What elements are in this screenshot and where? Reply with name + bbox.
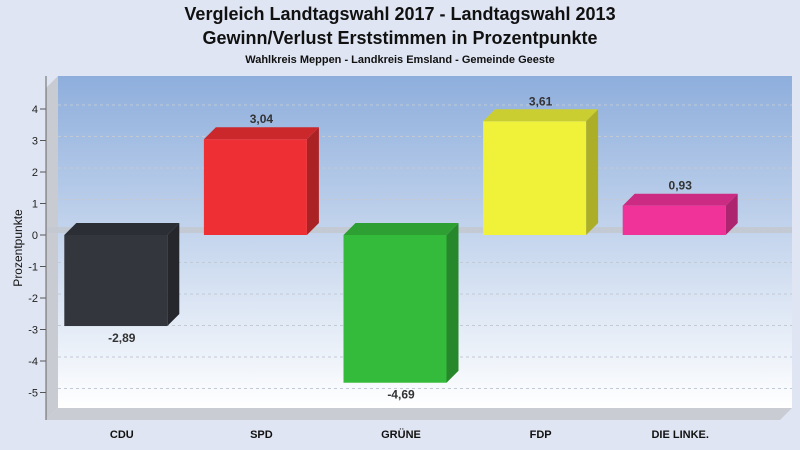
y-tick-label: -3 — [28, 325, 38, 337]
bar-top — [64, 223, 180, 235]
data-label: 0,93 — [669, 179, 693, 193]
chart-title: Vergleich Landtagswahl 2017 - Landtagswa… — [184, 4, 616, 24]
bar-top — [203, 127, 319, 140]
x-tick-label: GRÜNE — [381, 428, 421, 441]
y-tick-label: 4 — [32, 104, 38, 116]
bar-front — [343, 235, 447, 383]
data-label: 3,61 — [529, 94, 553, 108]
plot-back-side — [46, 76, 58, 420]
y-tick-label: 2 — [32, 167, 38, 179]
x-tick-label: FDP — [530, 429, 552, 441]
x-tick-label: SPD — [250, 429, 273, 441]
bar-side — [306, 127, 319, 235]
bar-front — [64, 235, 168, 327]
bar-side — [446, 223, 459, 383]
bar-fdp — [483, 109, 599, 235]
bar-gr-ne — [343, 223, 459, 383]
data-label: -2,89 — [108, 331, 136, 345]
bar-cdu — [64, 223, 180, 327]
bar-top — [483, 109, 599, 122]
y-tick-label: -5 — [28, 388, 38, 400]
labels: -2,89 CDU 3,04 SPD -4,69 GRÜNE 3,61 FDP 0,93 DIE … — [108, 94, 709, 441]
y-tick-label: -4 — [28, 356, 38, 368]
bar-top — [622, 193, 738, 206]
y-axis: 4 3 2 1 0 -1 -2 -3 -4 -5 — [28, 76, 47, 420]
bars — [64, 109, 738, 383]
chart-region-subtitle: Wahlkreis Meppen - Landkreis Emsland - G… — [245, 54, 555, 66]
plot-floor — [46, 408, 792, 420]
data-label: -4,69 — [387, 388, 415, 402]
bar-top — [343, 223, 459, 235]
y-tick-label: -1 — [28, 262, 38, 274]
x-tick-label: CDU — [110, 429, 134, 441]
y-tick-label: -2 — [28, 293, 38, 305]
y-tick-label: 1 — [32, 199, 38, 211]
bar-side — [167, 223, 180, 327]
bar-front — [203, 139, 307, 235]
bar-front — [483, 121, 587, 235]
x-tick-label: DIE LINKE. — [651, 429, 708, 441]
bar-front — [622, 205, 726, 235]
y-axis-label: Prozentpunkte — [11, 209, 25, 287]
bar-die-linke — [622, 193, 738, 235]
bar-side — [725, 193, 738, 235]
y-tick-label: 0 — [32, 230, 38, 242]
chart-subtitle: Gewinn/Verlust Erststimmen in Prozentpun… — [202, 28, 598, 48]
bar-spd — [203, 127, 319, 235]
bar-side — [586, 109, 599, 235]
data-label: 3,04 — [250, 112, 274, 126]
y-tick-label: 3 — [32, 136, 38, 148]
